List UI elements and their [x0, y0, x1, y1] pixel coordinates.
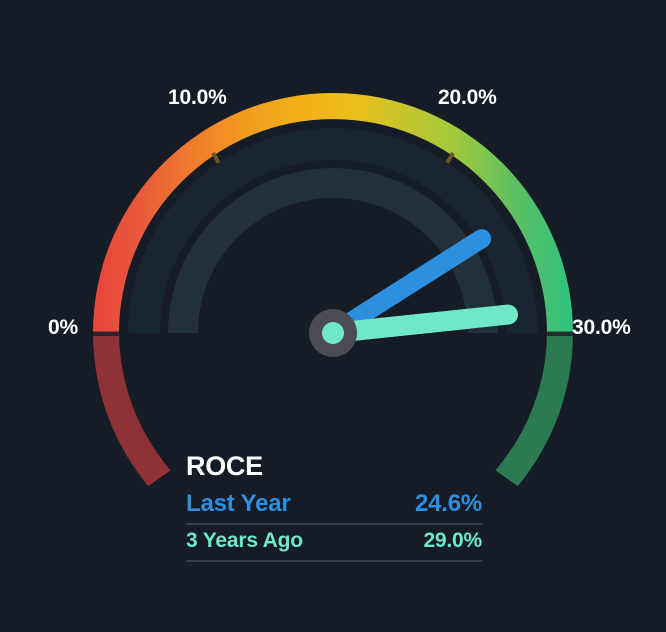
axis-tick-label-10: 10.0%	[168, 86, 227, 109]
gauge-legend: ROCE Last Year 24.6% 3 Years Ago 29.0%	[186, 450, 482, 562]
axis-tick-label-20: 20.0%	[438, 86, 497, 109]
legend-title: ROCE	[186, 451, 263, 481]
legend-value-last-year: 24.6%	[414, 490, 482, 517]
gauge-hub-inner	[322, 322, 344, 344]
legend-label-last-year: Last Year	[186, 490, 291, 517]
gauge-inner-ring-outer	[128, 128, 538, 333]
axis-tick-label-30: 30.0%	[572, 316, 631, 339]
gauge-max-separator	[547, 331, 573, 336]
legend-row-three-years-ago: 3 Years Ago 29.0%	[186, 529, 482, 562]
gauge-overflow-segment	[495, 333, 573, 487]
gauge-underflow-segment	[93, 333, 171, 487]
legend-value-three-years-ago: 29.0%	[423, 529, 482, 552]
needle-last-year	[323, 229, 492, 343]
axis-tick-label-0: 0%	[48, 316, 78, 339]
gauge-zero-separator	[93, 331, 119, 336]
gauge-inner-ring-middle	[168, 168, 498, 333]
legend-label-three-years-ago: 3 Years Ago	[186, 529, 303, 552]
legend-row-last-year: Last Year 24.6%	[186, 490, 482, 525]
